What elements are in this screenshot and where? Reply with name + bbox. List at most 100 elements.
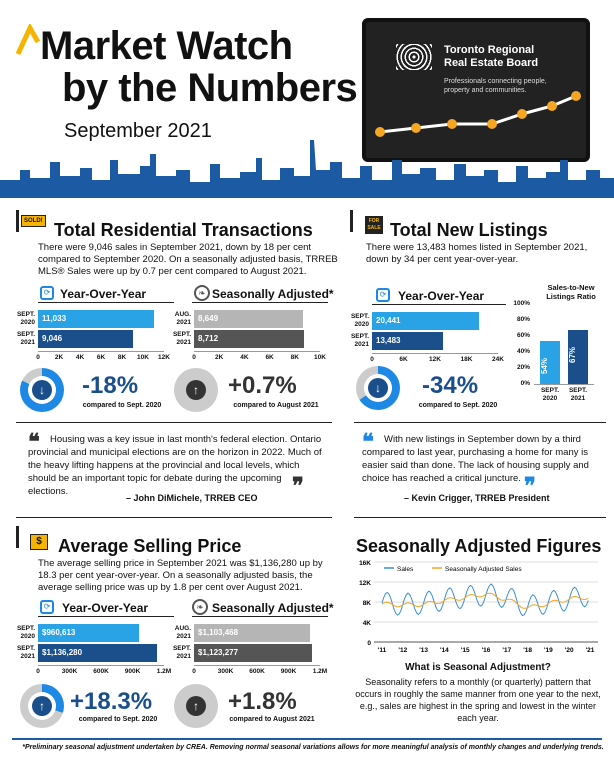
tick-label: 300K — [61, 668, 78, 675]
dollar-badge: $ — [30, 534, 48, 550]
legend-sa-label: Seasonally Adjusted Sales — [445, 566, 522, 573]
tick-label: 10K — [314, 354, 326, 361]
bar: $1,123,277 — [194, 644, 312, 662]
sa-line-chart: 16K 12K 8K 4K 0 '11 '12 '13 '14 '15 '16 '17 '18 '19 '2… — [359, 560, 598, 654]
tick-label: 2K — [54, 354, 64, 361]
ratio-title-2: Listings Ratio — [546, 292, 596, 301]
title-line-2: by the Numbers — [62, 66, 358, 110]
trend-line-icon — [375, 91, 581, 137]
bar: 9,046 — [38, 330, 133, 348]
price-sa-compare: compared to August 2021 — [229, 716, 315, 723]
x-tick-label: '11 — [378, 647, 387, 654]
tick-label: 20% — [516, 364, 530, 371]
bar-label: 2020 — [354, 321, 369, 328]
bar: 11,033 — [38, 310, 154, 328]
tick-label: 0 — [36, 354, 40, 361]
sa-figures-section: Seasonally Adjusted Figures 16K 12K 8K 4K 0 '… — [350, 526, 610, 731]
price-section: $ Average Selling Price The average sell… — [16, 526, 336, 731]
trreb-name-2: Real Estate Board — [444, 57, 539, 69]
bar-label: SEPT. — [172, 331, 191, 338]
m-accent-icon — [16, 24, 41, 56]
axis-line — [534, 384, 594, 385]
trans-yoy-chart: SEPT. 2020 11,033 SEPT. 2021 9,046 0 2K 4K 6K 8K 10… — [16, 306, 186, 366]
bar-label: 2020 — [20, 633, 35, 640]
listings-text: There were 13,483 homes listed in Septem… — [366, 242, 588, 265]
listings-section: FOR SALE Total New Listings There were 13… — [350, 210, 610, 415]
trans-sa-title: Seasonally Adjusted* — [212, 287, 334, 301]
header: Market Watch by the Numbers September 20… — [0, 0, 614, 200]
legend-sales-label: Sales — [397, 566, 414, 573]
bar-label: SEPT. — [350, 333, 369, 340]
tick-label: 900K — [124, 668, 141, 675]
price-yoy-pct: +18.3% — [70, 688, 153, 715]
bar-label: 2021 — [20, 339, 35, 346]
tick-label: 8K — [117, 354, 127, 361]
price-yoy-compare: compared to Sept. 2020 — [78, 716, 158, 723]
title-line-1: Market Watch — [40, 24, 293, 68]
x-tick-label: '15 — [461, 647, 470, 654]
tick-label: 100% — [513, 300, 530, 307]
tick-label: 4K — [240, 354, 249, 361]
y-tick-label: 4K — [363, 620, 372, 627]
price-sa-pct: +1.8% — [228, 688, 297, 715]
listings-pct: -34% — [422, 372, 479, 399]
price-sa-chart: AUG. 2021 $1,103,468 SEPT. 2021 $1,123,277 0 30… — [172, 620, 342, 680]
tick-label: 1.2M — [312, 668, 328, 675]
skyline-graphic — [0, 140, 614, 198]
tick-label: 6K — [399, 356, 408, 363]
tick-label: 6K — [265, 354, 274, 361]
listings-title: Total New Listings — [390, 220, 548, 240]
price-yoy-chart: SEPT. 2020 $960,613 SEPT. 2021 $1,136,280 0 300… — [16, 620, 186, 680]
ratio-title-1: Sales-to-New — [547, 283, 595, 292]
bar-label: 2021 — [176, 339, 191, 346]
calendar-icon: ⟳ — [40, 286, 54, 300]
tick-label: 600K — [93, 668, 109, 675]
tick-label: 4K — [75, 354, 85, 361]
tick-label: 80% — [516, 316, 530, 323]
trans-sa-compare: compared to August 2021 — [233, 402, 319, 409]
down-gauge-icon: ↓ — [356, 366, 400, 410]
tick-label: 300K — [217, 668, 234, 675]
listings-yoy-title: Year-Over-Year — [398, 289, 485, 303]
trans-yoy-title: Year-Over-Year — [60, 287, 147, 301]
quote-1-author: – John DiMichele, TRREB CEO — [126, 493, 258, 503]
bar-label: SEPT. — [568, 387, 588, 394]
y-tick-label: 12K — [359, 580, 371, 587]
tick-label: 40% — [516, 348, 530, 355]
up-gauge-icon: ↑ — [20, 684, 64, 728]
quote-open-icon: ❝ — [362, 429, 374, 454]
axis-line — [194, 351, 320, 352]
sa-question-title: What is Seasonal Adjustment? — [405, 662, 551, 673]
x-tick-label: '17 — [502, 647, 511, 654]
sign-post-icon — [16, 210, 19, 232]
transactions-section: SOLD! Total Residential Transactions The… — [16, 210, 338, 415]
x-tick-label: '19 — [544, 647, 553, 654]
axis-line — [38, 351, 164, 352]
tick-label: 10K — [137, 354, 149, 361]
bar-label: SEPT. — [350, 313, 369, 320]
bar-label: AUG. — [174, 625, 191, 632]
divider — [192, 616, 328, 617]
ratio-value: 67% — [568, 347, 577, 364]
x-tick-label: '16 — [482, 647, 491, 654]
axis-line — [194, 665, 320, 666]
tick-label: 1.2M — [156, 668, 172, 675]
bar-label: 2020 — [542, 395, 558, 402]
footer-note: *Preliminary seasonal adjustment underta… — [22, 744, 604, 751]
for-sale-badge-line2: SALE — [367, 225, 381, 231]
tick-label: 0 — [36, 668, 40, 675]
bar-label: SEPT. — [540, 387, 560, 394]
trreb-tagline-2: property and communities. — [444, 87, 527, 94]
ratio-bar — [540, 340, 560, 384]
tick-label: 8K — [290, 354, 299, 361]
x-tick-label: '18 — [523, 647, 532, 654]
trans-sa-pct: +0.7% — [228, 372, 297, 399]
divider — [38, 616, 174, 617]
ratio-bar — [568, 330, 588, 384]
bar-label: 2021 — [20, 653, 35, 660]
ratio-chart: 100% 80% 60% 40% 20% 0% 54% SEPT. 2020 67% SEPT. 20… — [506, 300, 606, 414]
bar-label: SEPT. — [16, 331, 35, 338]
y-tick-label: 8K — [363, 600, 372, 607]
x-tick-label: '20 — [565, 647, 574, 654]
bar-label: SEPT. — [16, 311, 35, 318]
